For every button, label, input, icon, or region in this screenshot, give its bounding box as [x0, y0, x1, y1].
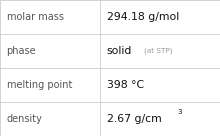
Text: 2.67 g/cm: 2.67 g/cm [107, 114, 161, 124]
Text: (at STP): (at STP) [144, 48, 172, 54]
Text: molar mass: molar mass [7, 12, 64, 22]
Text: melting point: melting point [7, 80, 72, 90]
Text: solid: solid [107, 46, 132, 56]
Text: 398 °C: 398 °C [107, 80, 144, 90]
Text: density: density [7, 114, 42, 124]
Text: 294.18 g/mol: 294.18 g/mol [107, 12, 179, 22]
Text: phase: phase [7, 46, 36, 56]
Text: 3: 3 [177, 109, 182, 115]
